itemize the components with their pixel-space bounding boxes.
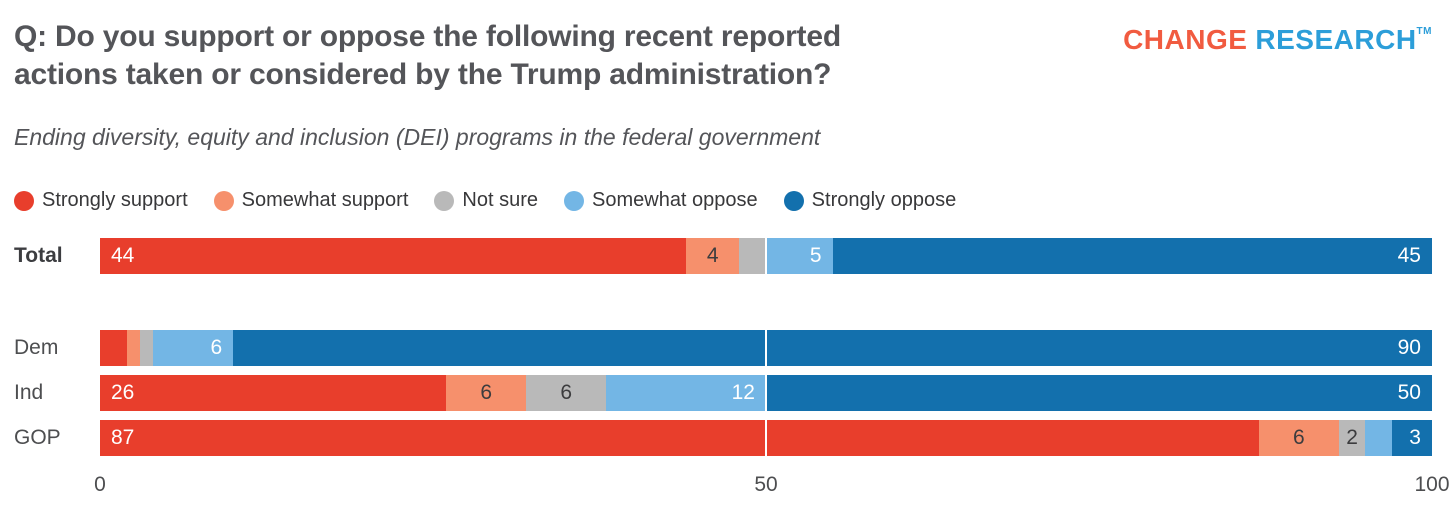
- chart-row-ind: Ind 26 6 6 12 50: [14, 375, 1432, 411]
- bar-value-label: 12: [731, 381, 755, 404]
- legend-dot-not-sure: [434, 190, 455, 211]
- bar-segment-not-sure: 6: [526, 375, 607, 411]
- title-block: Q: Do you support or oppose the followin…: [14, 0, 841, 151]
- legend-dot-somewhat-oppose: [564, 190, 584, 211]
- legend-label: Somewhat support: [241, 189, 409, 211]
- legend-label: Strongly support: [42, 189, 188, 211]
- bar-value-label: 44: [111, 244, 135, 267]
- stacked-bar-chart: Total 44 4 5 45 Dem 6 90 Ind 26 6 6 12 50 GOP 87 6 2 3: [14, 238, 1432, 456]
- row-label-dem: Dem: [14, 336, 59, 359]
- bar-segment-strongly-support: 26: [100, 375, 447, 411]
- bar-segment-strongly-support: 87: [100, 420, 1259, 456]
- stacked-bar-ind: 26 6 6 12 50: [100, 375, 1432, 411]
- bar-value-label: 50: [1397, 381, 1421, 404]
- logo-trademark-symbol: TM: [1416, 26, 1432, 37]
- bar-value-label: 3: [1409, 426, 1421, 449]
- x-axis: 0 50 100: [94, 469, 1449, 503]
- axis-tick-label-50: 50: [754, 473, 778, 496]
- question-title-line-2: actions taken or considered by the Trump…: [14, 58, 832, 91]
- axis-tick-label-0: 0: [94, 473, 106, 496]
- change-research-logo: CHANGE RESEARCHTM: [1123, 24, 1432, 56]
- bar-segment-somewhat-oppose: [1365, 420, 1392, 456]
- bar-segment-somewhat-support: 6: [446, 375, 527, 411]
- question-title: Q: Do you support or oppose the followin…: [14, 0, 841, 94]
- question-title-line-1: Q: Do you support or oppose the followin…: [14, 20, 841, 53]
- bar-segment-somewhat-support: 6: [1258, 420, 1339, 456]
- stacked-bar-total: 44 4 5 45: [100, 238, 1432, 274]
- gridline-50: [765, 238, 767, 274]
- bar-value-label: 6: [480, 381, 493, 404]
- question-subtitle: Ending diversity, equity and inclusion (…: [14, 124, 821, 150]
- bar-segment-not-sure: [739, 238, 766, 274]
- gridline-50: [765, 330, 767, 366]
- bar-segment-somewhat-support: 4: [686, 238, 740, 274]
- logo-research-text: RESEARCH: [1255, 24, 1417, 55]
- gridline-50: [765, 375, 767, 411]
- bar-segment-somewhat-support: [126, 330, 140, 366]
- chart-legend: Strongly support Somewhat support Not sure…: [14, 189, 1432, 212]
- bar-value-label: 26: [111, 381, 135, 404]
- chart-row-total: Total 44 4 5 45: [14, 238, 1432, 274]
- bar-segment-strongly-support: 44: [100, 238, 687, 274]
- bar-value-label: 87: [111, 426, 135, 449]
- bar-value-label: 5: [809, 244, 822, 267]
- row-label-total: Total: [14, 244, 63, 267]
- bar-segment-not-sure: [139, 330, 154, 366]
- legend-dot-strongly-oppose: [783, 190, 804, 211]
- bar-segment-strongly-oppose: 50: [765, 375, 1432, 411]
- chart-row-dem: Dem 6 90: [14, 330, 1432, 366]
- legend-item-strongly-support: Strongly support: [14, 189, 188, 212]
- bar-segment-strongly-support: [100, 330, 127, 366]
- legend-item-strongly-oppose: Strongly oppose: [783, 189, 957, 212]
- gridline-50: [765, 420, 767, 456]
- stacked-bar-dem: 6 90: [100, 330, 1432, 366]
- legend-dot-strongly-support: [14, 190, 34, 211]
- chart-row-gop: GOP 87 6 2 3: [14, 420, 1432, 456]
- legend-label: Somewhat oppose: [592, 189, 758, 211]
- legend-item-somewhat-support: Somewhat support: [213, 189, 409, 212]
- legend-label: Strongly oppose: [811, 189, 957, 211]
- bar-segment-strongly-oppose: 90: [233, 330, 1432, 366]
- row-label-gop: GOP: [14, 426, 61, 449]
- bar-segment-somewhat-oppose: 6: [153, 330, 234, 366]
- stacked-bar-gop: 87 6 2 3: [100, 420, 1432, 456]
- bar-value-label: 45: [1397, 244, 1421, 267]
- bar-segment-strongly-oppose: 45: [832, 238, 1432, 274]
- bar-value-label: 6: [210, 336, 223, 359]
- legend-dot-somewhat-support: [213, 190, 234, 211]
- row-label-ind: Ind: [14, 381, 44, 404]
- header: Q: Do you support or oppose the followin…: [14, 0, 1432, 151]
- bar-segment-somewhat-oppose: 12: [606, 375, 766, 411]
- logo-change-text: CHANGE: [1123, 24, 1248, 55]
- bar-segment-somewhat-oppose: 5: [765, 238, 833, 274]
- bar-value-label: 2: [1346, 426, 1358, 449]
- legend-label: Not sure: [462, 189, 538, 211]
- legend-item-somewhat-oppose: Somewhat oppose: [564, 189, 758, 212]
- legend-item-not-sure: Not sure: [434, 189, 538, 212]
- bar-value-label: 4: [706, 244, 719, 267]
- bar-value-label: 6: [560, 381, 573, 404]
- bar-segment-strongly-oppose: 3: [1391, 420, 1432, 456]
- bar-value-label: 90: [1397, 336, 1421, 359]
- axis-tick-label-100: 100: [1414, 473, 1450, 496]
- bar-segment-not-sure: 2: [1338, 420, 1366, 456]
- bar-value-label: 6: [1292, 426, 1305, 449]
